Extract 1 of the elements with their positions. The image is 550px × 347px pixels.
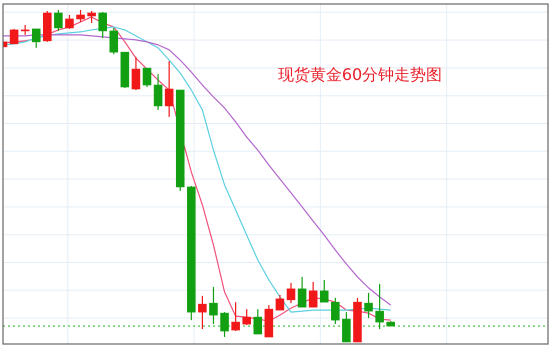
title: 现货黄金60分钟走势图 bbox=[278, 65, 442, 84]
